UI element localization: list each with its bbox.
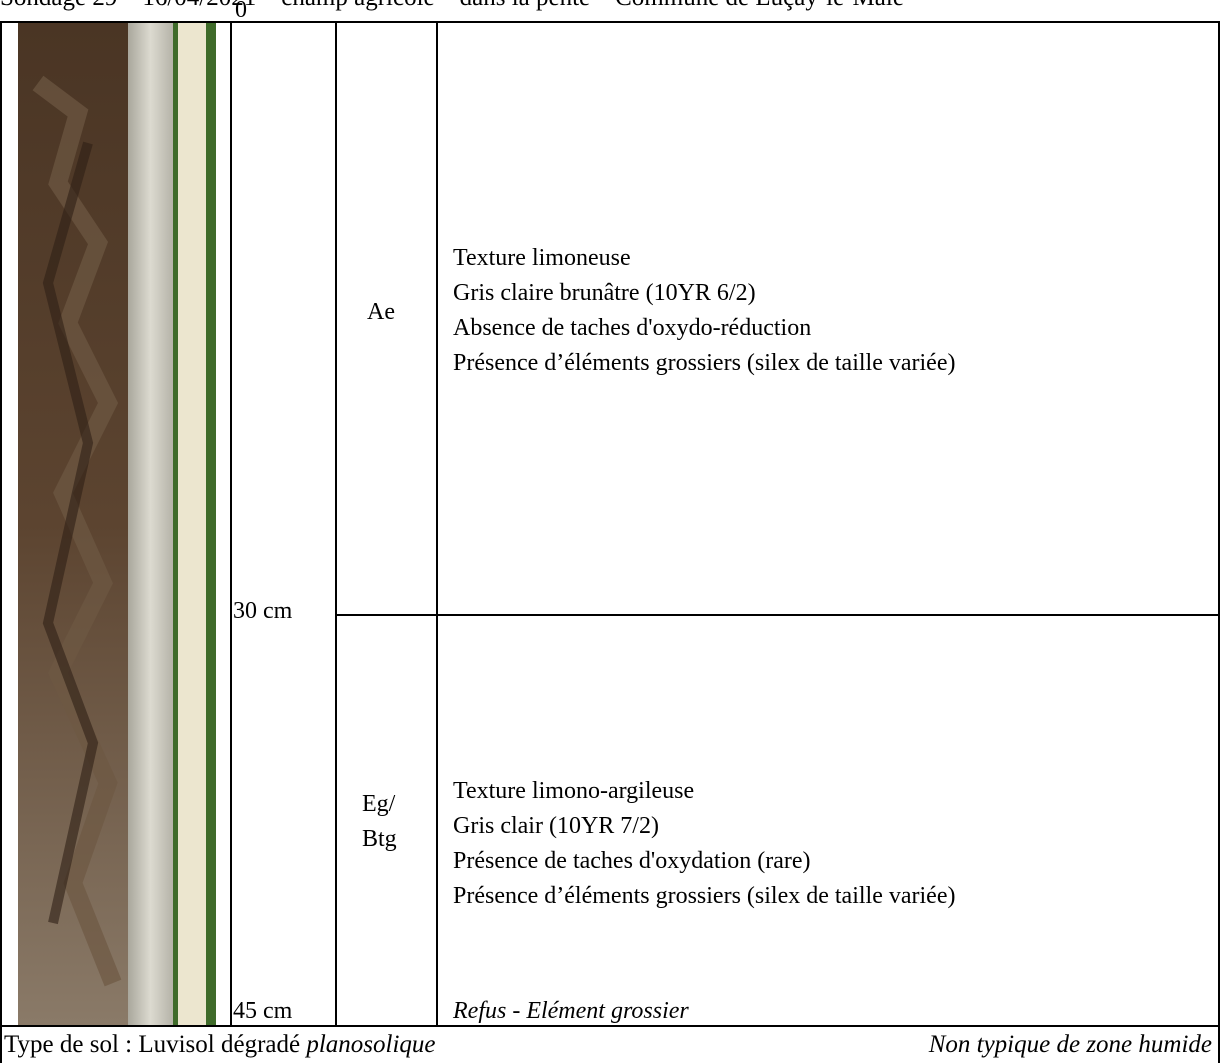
soil-type-qualifier: planosolique: [306, 1031, 435, 1058]
description-line: Texture limono-argileuse: [453, 777, 694, 805]
description-line: Gris clair (10YR 7/2): [453, 812, 659, 840]
conclusion: Non typique de zone humide: [929, 1031, 1212, 1059]
rule: [436, 21, 438, 1026]
soil-photo: [18, 23, 216, 1025]
description-line: Texture limoneuse: [453, 244, 631, 272]
horizon-name: Eg/: [362, 790, 395, 818]
rule: [230, 21, 232, 1026]
note: Refus - Elément grossier: [453, 997, 689, 1025]
rule: [335, 614, 1220, 616]
rule: [0, 21, 2, 1063]
description-line: Présence de taches d'oxydation (rare): [453, 847, 811, 875]
page: Sondage 29 – 16/04/2021 – champ agricole…: [0, 0, 1220, 1063]
footer-soil-type: Type de sol : Luvisol dégradé planosoliq…: [4, 1031, 436, 1059]
description-line: Présence d’éléments grossiers (silex de …: [453, 349, 955, 377]
depth-label: 30 cm: [233, 597, 292, 625]
rule: [335, 21, 337, 1026]
rule: [0, 1025, 1220, 1027]
description-line: Absence de taches d'oxydo-réduction: [453, 314, 811, 342]
horizon-name: Btg: [362, 825, 397, 853]
description-line: Gris claire brunâtre (10YR 6/2): [453, 279, 756, 307]
title: Sondage 29 – 16/04/2021 – champ agricole…: [0, 0, 904, 12]
soil-type: Type de sol : Luvisol dégradé: [4, 1031, 300, 1058]
depth-label: 45 cm: [233, 997, 292, 1025]
horizon-name: Ae: [367, 298, 395, 326]
description-line: Présence d’éléments grossiers (silex de …: [453, 882, 955, 910]
depth-label: 0: [235, 0, 247, 24]
